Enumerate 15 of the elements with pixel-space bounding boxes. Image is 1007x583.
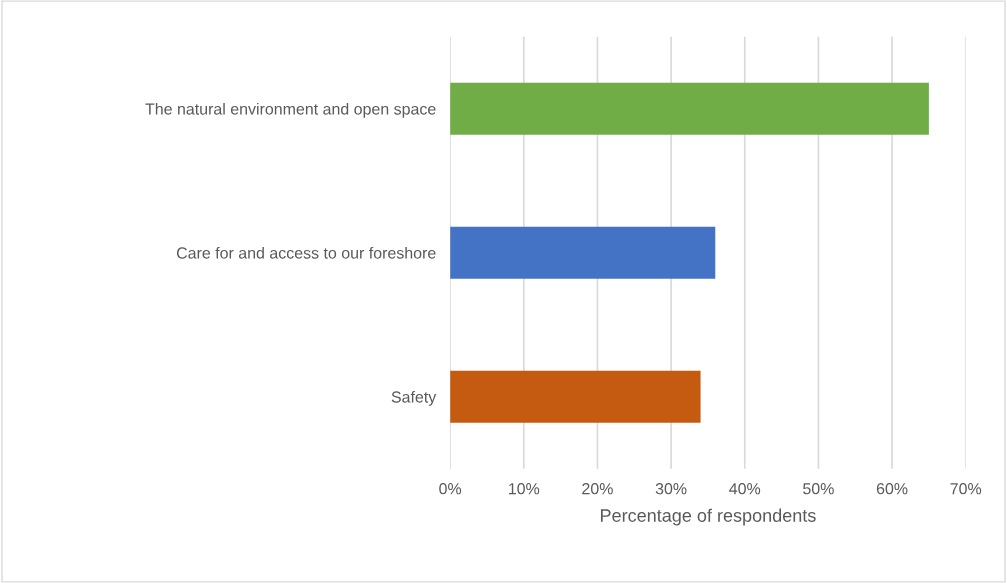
x-tick-label: 0% [439, 483, 462, 495]
y-tick-label: Care for and access to our foreshore [176, 246, 436, 259]
x-tick-label: 10% [509, 483, 540, 495]
x-tick-label: 40% [729, 483, 761, 495]
x-tick-label: 20% [582, 483, 613, 495]
x-tick-label: 60% [876, 483, 908, 495]
x-tick-label: 70% [950, 483, 982, 495]
bar [450, 226, 716, 279]
x-tick-label: 30% [655, 483, 687, 495]
bar [450, 370, 701, 423]
y-tick-label: Safety [391, 390, 437, 406]
y-tick-label: The natural environment and open space [145, 102, 436, 118]
bar [450, 82, 929, 135]
x-axis-title: Percentage of respondents [601, 508, 816, 526]
x-tick-label: 50% [803, 483, 834, 495]
